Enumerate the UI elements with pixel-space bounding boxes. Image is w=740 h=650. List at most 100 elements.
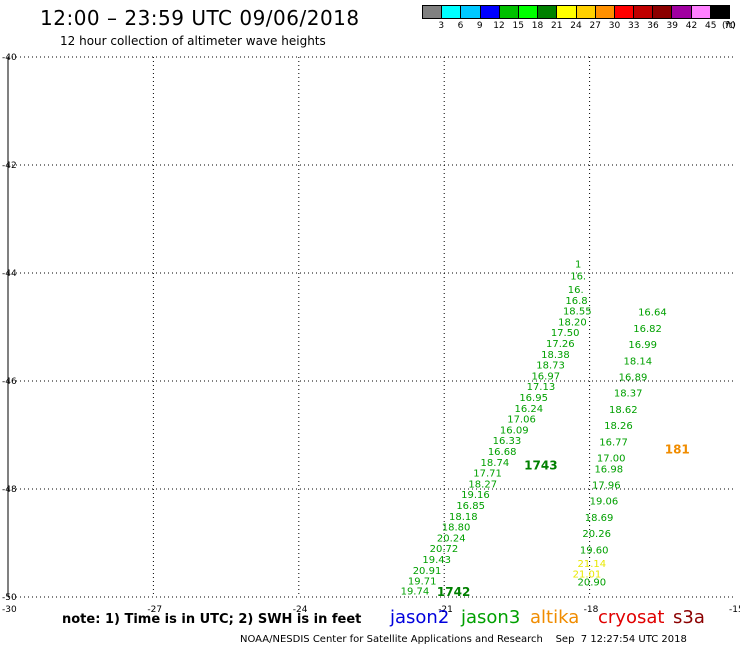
wave-height-value: 16.97 xyxy=(531,371,560,382)
lat-tick-label: -48 xyxy=(2,485,17,495)
legend-tick-label: 42 xyxy=(685,21,698,31)
note-text: note: 1) Time is in UTC; 2) SWH is in fe… xyxy=(62,612,362,627)
wave-height-value: 19.43 xyxy=(422,555,451,566)
wave-height-value: 16.64 xyxy=(638,308,667,319)
wave-height-value: 19.16 xyxy=(461,490,490,501)
lat-tick-label: -42 xyxy=(2,161,17,171)
wave-height-value: 18.18 xyxy=(449,512,478,523)
wave-height-value: 19.74 xyxy=(401,586,430,597)
lon-tick-label: -30 xyxy=(2,605,17,615)
wave-height-value: 16. xyxy=(568,285,584,296)
pass-time-label: 1742 xyxy=(437,585,470,599)
legend-swatch xyxy=(538,6,558,18)
wave-height-value: 19.06 xyxy=(590,497,619,508)
wave-height-value: 18.73 xyxy=(536,361,565,372)
pass-time-label: 1743 xyxy=(524,459,557,473)
legend-swatch xyxy=(461,6,481,18)
wave-height-value: 16.99 xyxy=(628,340,657,351)
axis-labels: -40 -42 -44 -46 -48 -50 -30 -27 -24 -21 -18 -15 xyxy=(2,53,740,615)
map-subtitle: 12 hour collection of altimeter wave hei… xyxy=(60,34,326,48)
wave-height-value: 16. xyxy=(570,271,586,282)
legend-swatch xyxy=(442,6,462,18)
legend-swatch xyxy=(595,6,615,18)
legend-tick-label: 21 xyxy=(551,21,563,31)
legend-s3a: s3a xyxy=(673,607,705,628)
wave-height-value: 16.09 xyxy=(500,425,529,436)
wave-height-value: 16.68 xyxy=(488,447,517,458)
wave-height-value: 19.60 xyxy=(580,545,609,556)
wave-height-value: 19.71 xyxy=(408,577,437,588)
lat-tick-label: -40 xyxy=(2,53,17,63)
legend-color-bar xyxy=(422,5,730,19)
legend-tick-label: 15 xyxy=(512,21,524,31)
pass-time-labels: 1742 1743 181 xyxy=(437,442,690,599)
wave-height-value: 18.14 xyxy=(624,356,653,367)
wave-height-value: 18.20 xyxy=(558,317,587,328)
lon-tick-label: -15 xyxy=(729,605,740,615)
legend-tick-label: 45 xyxy=(705,21,717,31)
wave-height-value: 17.00 xyxy=(597,453,626,464)
wave-height-value: 17.71 xyxy=(473,469,502,480)
wave-height-value: 1 xyxy=(575,260,581,271)
legend-altika: altika xyxy=(530,607,580,628)
wave-height-value: 20.24 xyxy=(437,533,466,544)
legend-swatch xyxy=(576,6,596,18)
legend-swatch xyxy=(614,6,635,18)
legend-swatch xyxy=(672,6,692,18)
wave-height-value: 17.06 xyxy=(507,415,536,426)
legend-swatch xyxy=(634,6,654,18)
legend-tick-label: 33 xyxy=(628,21,640,31)
wave-height-value: 18.26 xyxy=(604,421,633,432)
legend-jason3: jason3 xyxy=(461,607,521,628)
wave-height-value: 17.26 xyxy=(546,339,575,350)
legend-swatch xyxy=(499,6,519,18)
wave-height-value: 20.72 xyxy=(430,544,459,555)
legend-tick-label: 12 xyxy=(493,21,505,31)
wave-height-value: 17.50 xyxy=(551,328,580,339)
wave-height-value: 18.74 xyxy=(481,458,510,469)
legend-swatch xyxy=(691,6,711,18)
wave-height-value: 18.27 xyxy=(468,479,497,490)
wave-height-value: 20.26 xyxy=(582,529,611,540)
footer-credit: NOAA/NESDIS Center for Satellite Applica… xyxy=(240,634,687,645)
wave-height-value: 16.33 xyxy=(493,436,522,447)
wave-height-value: 16.77 xyxy=(599,437,628,448)
legend-tick-label: 3 xyxy=(438,21,445,31)
lat-tick-label: -46 xyxy=(2,377,17,387)
legend-swatch xyxy=(480,6,500,18)
wave-height-value: 16.95 xyxy=(519,393,548,404)
wave-height-value: 16.82 xyxy=(633,324,662,335)
wave-height-value: 17.13 xyxy=(527,382,556,393)
legend-tick-label: 9 xyxy=(476,21,483,31)
lat-tick-label: -44 xyxy=(2,269,17,279)
color-legend: 3 6 9 12 15 18 21 24 27 30 33 36 39 42 45 70 (ft) xyxy=(422,5,736,35)
wave-height-value: 16.8 xyxy=(565,296,587,307)
legend-tick-label: 70 xyxy=(724,21,736,31)
legend-tick-label: 27 xyxy=(589,21,601,31)
wave-height-value: 18.55 xyxy=(563,307,592,318)
lon-tick-label: -21 xyxy=(438,605,453,615)
legend-tick-label: 24 xyxy=(570,21,582,31)
map-title: 12:00 – 23:59 UTC 09/06/2018 xyxy=(40,6,360,30)
legend-tick-label: 36 xyxy=(647,21,659,31)
legend-tick-label: 18 xyxy=(531,21,544,31)
wave-height-value: 16.89 xyxy=(619,372,648,383)
legend-tick-label: 6 xyxy=(457,21,464,31)
legend-swatch xyxy=(557,6,577,18)
legend-tick-label: 39 xyxy=(666,21,678,31)
wave-height-value: 20.91 xyxy=(413,566,442,577)
legend-swatch xyxy=(518,6,539,18)
legend-unit: (ft) xyxy=(722,21,736,31)
lat-lon-grid xyxy=(7,56,735,598)
legend-tick-label: 30 xyxy=(608,21,621,31)
lon-tick-label: -27 xyxy=(147,605,162,615)
legend-cryosat: cryosat xyxy=(598,607,665,628)
wave-height-value: 21.14 xyxy=(577,559,606,570)
wave-height-value: 20.90 xyxy=(577,578,606,589)
wave-height-value: 17.96 xyxy=(592,480,621,491)
wave-height-value: 18.38 xyxy=(541,350,570,361)
wave-height-value: 18.80 xyxy=(442,523,471,534)
pass-time-label: 181 xyxy=(665,442,690,456)
lon-tick-label: -18 xyxy=(584,605,599,615)
